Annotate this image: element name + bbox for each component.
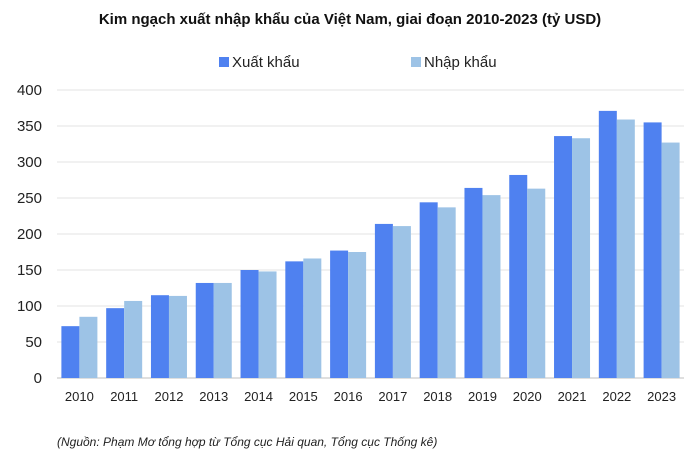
bar-xuat-khau-2023 [643, 122, 662, 379]
bar-xuat-khau-2018 [419, 202, 438, 378]
bar-xuat-khau-2014 [240, 270, 259, 378]
x-tick-label: 2011 [110, 389, 138, 404]
bar-nhap-khau-2018 [437, 207, 456, 378]
bar-nhap-khau-2015 [303, 258, 322, 378]
bar-xuat-khau-2016 [330, 250, 349, 378]
bar-nhap-khau-2022 [616, 119, 635, 379]
y-tick-label: 350 [17, 118, 42, 135]
bar-xuat-khau-2010 [61, 326, 80, 378]
bar-nhap-khau-2021 [572, 138, 591, 378]
x-tick-label: 2010 [65, 389, 94, 404]
bar-xuat-khau-2022 [598, 110, 617, 378]
y-tick-label: 0 [34, 370, 42, 387]
x-tick-label: 2018 [423, 389, 452, 404]
y-tick-label: 250 [17, 190, 42, 207]
bars [61, 110, 680, 379]
x-tick-label: 2012 [155, 389, 184, 404]
y-tick-label: 300 [17, 154, 42, 171]
y-tick-label: 200 [17, 226, 42, 243]
x-tick-label: 2023 [647, 389, 676, 404]
legend-label: Xuất khẩu [232, 54, 300, 71]
legend-swatch [219, 57, 229, 67]
x-tick-label: 2019 [468, 389, 497, 404]
x-tick-label: 2017 [378, 389, 407, 404]
y-axis: 0 50 100 150 200 250 300 350 400 [17, 82, 42, 387]
bar-nhap-khau-2011 [124, 300, 143, 378]
x-tick-label: 2021 [558, 389, 587, 404]
legend: Xuất khẩu Nhập khẩu [219, 54, 497, 71]
bar-xuat-khau-2020 [509, 174, 528, 378]
bar-nhap-khau-2023 [661, 142, 680, 378]
legend-swatch [411, 57, 421, 67]
bar-nhap-khau-2014 [258, 271, 277, 378]
bar-xuat-khau-2015 [285, 261, 304, 378]
bar-nhap-khau-2016 [348, 252, 367, 378]
bar-nhap-khau-2019 [482, 195, 501, 378]
x-tick-label: 2020 [513, 389, 542, 404]
x-tick-label: 2013 [199, 389, 228, 404]
bar-nhap-khau-2020 [527, 188, 546, 378]
bar-xuat-khau-2021 [554, 136, 573, 378]
x-axis: 2010 2011 2012 2013 2014 2015 2016 2017 2018 2019… [65, 389, 676, 404]
bar-xuat-khau-2011 [106, 308, 125, 378]
x-tick-label: 2022 [602, 389, 631, 404]
x-tick-label: 2016 [334, 389, 363, 404]
y-tick-label: 100 [17, 298, 42, 315]
bar-nhap-khau-2017 [392, 226, 411, 378]
chart-title: Kim ngạch xuất nhập khẩu của Việt Nam, g… [99, 11, 601, 28]
y-tick-label: 50 [25, 334, 42, 351]
legend-label: Nhập khẩu [424, 54, 497, 71]
bar-nhap-khau-2012 [168, 295, 187, 378]
x-tick-label: 2014 [244, 389, 273, 404]
bar-xuat-khau-2017 [374, 223, 393, 378]
bar-nhap-khau-2010 [79, 316, 98, 378]
source-note: (Nguồn: Phạm Mơ tổng hợp từ Tổng cục Hải… [57, 435, 437, 449]
bar-xuat-khau-2019 [464, 187, 483, 378]
bar-xuat-khau-2013 [195, 282, 214, 378]
y-tick-label: 400 [17, 82, 42, 99]
bar-xuat-khau-2012 [150, 295, 169, 378]
bar-nhap-khau-2013 [213, 282, 232, 378]
x-tick-label: 2015 [289, 389, 318, 404]
y-tick-label: 150 [17, 262, 42, 279]
